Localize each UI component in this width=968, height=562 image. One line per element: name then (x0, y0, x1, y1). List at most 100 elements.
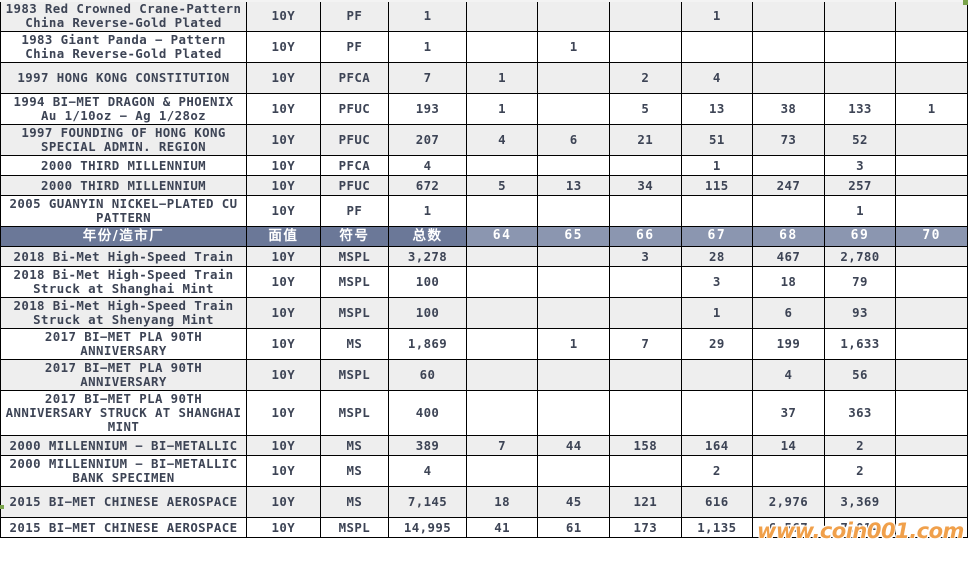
cell-grade-69: 257 (823, 175, 897, 196)
header-denomination[interactable]: 面值 (246, 226, 321, 247)
table-row[interactable]: 2000 THIRD MILLENNIUM 10Y PFCA 4 1 3 (0, 155, 968, 176)
cell-grade-66: 121 (608, 486, 682, 518)
header-grade-68[interactable]: 68 (752, 226, 825, 247)
table-row[interactable]: 2005 GUANYIN NICKEL−PLATED CU PATTERN 10Y… (0, 195, 968, 227)
cell-total: 60 (388, 359, 467, 391)
cell-grade-68: 467 (752, 246, 825, 267)
cell-symbol: PFUC (319, 93, 390, 125)
cell-grade-64 (465, 0, 539, 32)
header-total[interactable]: 总数 (388, 226, 467, 247)
cell-grade-65: 1 (537, 31, 610, 63)
cell-total: 7,145 (388, 486, 467, 518)
cell-grade-69: 7,014 (823, 517, 897, 538)
table-row[interactable]: 2018 Bi-Met High-Speed Train Struck at S… (0, 297, 968, 329)
cell-denomination: 10Y (246, 0, 321, 32)
header-coin-name[interactable]: 年份/造市厂 (0, 226, 248, 247)
cell-grade-65 (537, 246, 610, 267)
cell-denomination: 10Y (246, 328, 321, 360)
cell-grade-69 (823, 62, 897, 94)
cell-denomination: 10Y (246, 390, 321, 436)
table-row[interactable]: 1994 BI−MET DRAGON & PHOENIX Au 1/10oz −… (0, 93, 968, 125)
cell-grade-64: 1 (465, 62, 539, 94)
cell-grade-67: 29 (680, 328, 754, 360)
cell-coin-name: 2000 MILLENNIUM − BI−METALLIC BANK SPECI… (0, 455, 248, 487)
cell-total: 100 (388, 297, 467, 329)
cell-grade-68 (752, 195, 825, 227)
table-row[interactable]: 2017 BI−MET PLA 90TH ANNIVERSARY 10Y MS 1,8… (0, 328, 968, 360)
header-grade-67[interactable]: 67 (680, 226, 754, 247)
cell-grade-64 (465, 328, 539, 360)
table-row[interactable]: 1983 Giant Panda − Pattern China Reverse… (0, 31, 968, 63)
cell-grade-66: 3 (608, 246, 682, 267)
cell-grade-68: 199 (752, 328, 825, 360)
cell-grade-69: 3,369 (823, 486, 897, 518)
cell-total: 1,869 (388, 328, 467, 360)
cell-grade-64 (465, 359, 539, 391)
cell-grade-66 (608, 0, 682, 32)
cell-coin-name: 2017 BI−MET PLA 90TH ANNIVERSARY (0, 328, 248, 360)
table-row[interactable]: 2000 MILLENNIUM − BI−METALLIC BANK SPECI… (0, 455, 968, 487)
cell-grade-66: 2 (608, 62, 682, 94)
header-grade-64[interactable]: 64 (465, 226, 539, 247)
cell-grade-66: 173 (608, 517, 682, 538)
cell-grade-65 (537, 455, 610, 487)
table-row[interactable]: 2018 Bi-Met High-Speed Train Struck at S… (0, 266, 968, 298)
cell-grade-66 (608, 390, 682, 436)
cell-grade-70 (895, 155, 968, 176)
cell-grade-66 (608, 155, 682, 176)
cell-coin-name: 2018 Bi-Met High-Speed Train Struck at S… (0, 266, 248, 298)
header-grade-70[interactable]: 70 (895, 226, 968, 247)
cell-grade-70 (895, 455, 968, 487)
table-row[interactable]: 1983 Red Crowned Crane-Pattern China Rev… (0, 0, 968, 32)
cell-coin-name: 1994 BI−MET DRAGON & PHOENIX Au 1/10oz −… (0, 93, 248, 125)
header-grade-66[interactable]: 66 (608, 226, 682, 247)
table-row[interactable]: 2018 Bi-Met High-Speed Train 10Y MSPL 3,278… (0, 246, 968, 267)
cell-coin-name: 1983 Red Crowned Crane-Pattern China Rev… (0, 0, 248, 32)
table-row[interactable]: 1997 HONG KONG CONSTITUTION 10Y PFCA 7 1 2 4 (0, 62, 968, 94)
cell-grade-64: 18 (465, 486, 539, 518)
cell-grade-70 (895, 31, 968, 63)
cell-denomination: 10Y (246, 93, 321, 125)
cell-coin-name: 2000 MILLENNIUM − BI−METALLIC (0, 435, 248, 456)
cell-symbol: PF (319, 31, 390, 63)
table-row[interactable]: 1997 FOUNDING OF HONG KONG SPECIAL ADMIN… (0, 124, 968, 156)
cell-symbol: MS (319, 455, 390, 487)
cell-grade-69 (823, 0, 897, 32)
header-grade-65[interactable]: 65 (537, 226, 610, 247)
cell-grade-65 (537, 266, 610, 298)
table-row[interactable]: 2015 BI−MET CHINESE AEROSPACE 10Y MSPL 14,9… (0, 517, 968, 538)
header-grade-69[interactable]: 69 (823, 226, 897, 247)
cell-grade-68 (752, 155, 825, 176)
cell-grade-69: 133 (823, 93, 897, 125)
cell-coin-name: 2017 BI−MET PLA 90TH ANNIVERSARY STRUCK … (0, 390, 248, 436)
cell-grade-70 (895, 175, 968, 196)
table-row[interactable]: 2000 THIRD MILLENNIUM 10Y PFUC 672 5 13 34 115 2… (0, 175, 968, 196)
table-row[interactable]: 2017 BI−MET PLA 90TH ANNIVERSARY STRUCK … (0, 390, 968, 436)
cell-grade-66 (608, 359, 682, 391)
cell-grade-67 (680, 390, 754, 436)
cell-coin-name: 2000 THIRD MILLENNIUM (0, 155, 248, 176)
header-symbol[interactable]: 符号 (319, 226, 390, 247)
cell-grade-66: 21 (608, 124, 682, 156)
coin-population-table: 1983 Red Crowned Crane-Pattern China Rev… (0, 0, 968, 538)
table-row[interactable]: 2000 MILLENNIUM − BI−METALLIC 10Y MS 389 7 44… (0, 435, 968, 456)
cell-grade-65 (537, 62, 610, 94)
cell-grade-67 (680, 359, 754, 391)
cell-denomination: 10Y (246, 359, 321, 391)
cell-grade-68: 73 (752, 124, 825, 156)
table-row[interactable]: 2015 BI−MET CHINESE AEROSPACE 10Y MS 7,145 1… (0, 486, 968, 518)
cell-denomination: 10Y (246, 455, 321, 487)
table-row[interactable]: 2017 BI−MET PLA 90TH ANNIVERSARY 10Y MSPL 6… (0, 359, 968, 391)
cell-grade-70 (895, 359, 968, 391)
cell-grade-65: 1 (537, 328, 610, 360)
cell-grade-68 (752, 0, 825, 32)
cell-grade-64 (465, 155, 539, 176)
cell-total: 4 (388, 455, 467, 487)
cell-grade-67: 28 (680, 246, 754, 267)
cell-symbol: PF (319, 195, 390, 227)
cell-denomination: 10Y (246, 124, 321, 156)
cell-grade-68: 18 (752, 266, 825, 298)
cell-total: 100 (388, 266, 467, 298)
cell-grade-67: 4 (680, 62, 754, 94)
cell-grade-69: 56 (823, 359, 897, 391)
